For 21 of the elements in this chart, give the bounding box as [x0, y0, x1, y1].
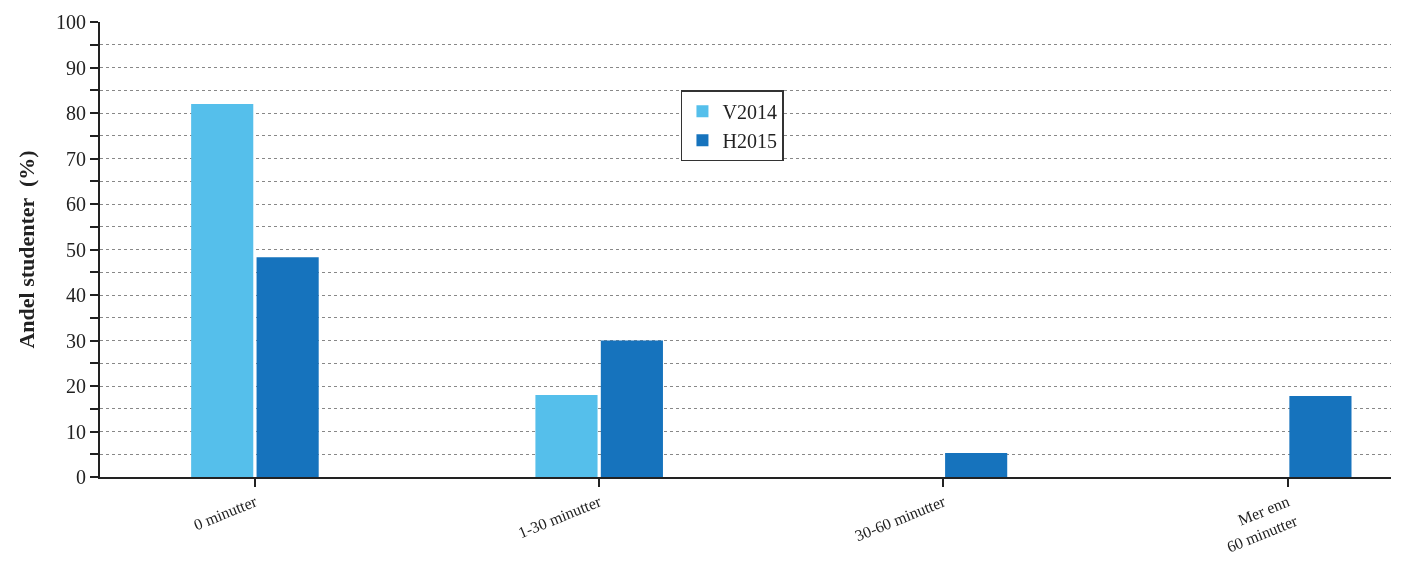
y-tick-label: 40 [66, 284, 86, 306]
y-tick-label: 0 [76, 466, 86, 488]
y-tick-label: 50 [66, 238, 86, 261]
bar [600, 340, 663, 477]
legend-label: V2014 [722, 101, 777, 124]
bar [1289, 396, 1352, 477]
y-tick-label: 60 [66, 193, 86, 215]
bar [945, 452, 1008, 477]
y-axis-title: Andel studenter (%) [14, 150, 40, 349]
bar [256, 257, 319, 477]
bar [191, 103, 254, 477]
y-tick-label: 10 [66, 420, 86, 443]
bar [535, 395, 598, 477]
y-tick-label: 70 [66, 147, 86, 170]
y-tick-label: 80 [66, 102, 86, 124]
legend-label: H2015 [722, 130, 777, 153]
y-tick-label: 30 [66, 329, 86, 352]
y-tick-label: 100 [56, 11, 86, 33]
y-tick-label: 90 [66, 56, 86, 79]
x-tick-label: Mer enn 60 minutter [1224, 492, 1301, 556]
y-tick-label: 20 [66, 375, 86, 397]
